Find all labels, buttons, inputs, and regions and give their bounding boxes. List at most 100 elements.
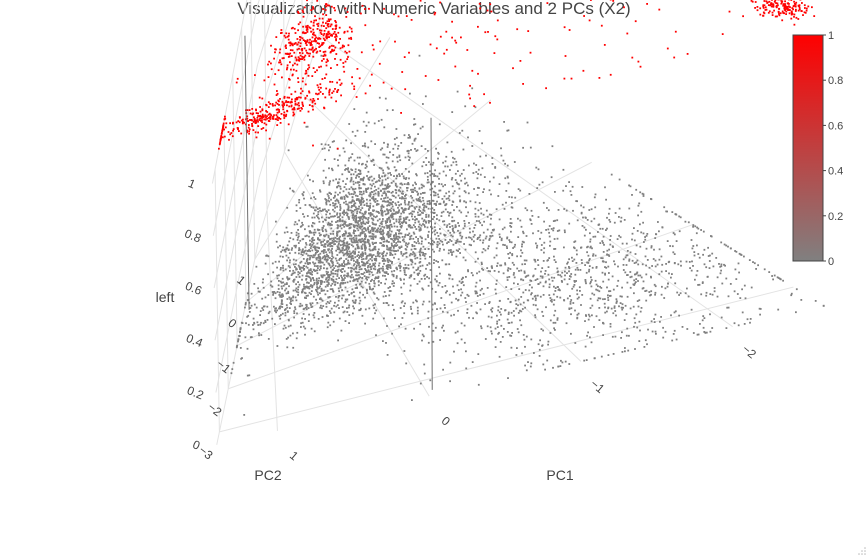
data-point: [308, 48, 311, 51]
data-point: [378, 255, 381, 258]
data-point: [304, 235, 307, 238]
data-point: [342, 245, 345, 248]
data-point: [332, 45, 335, 47]
data-point: [480, 325, 482, 328]
data-point: [358, 277, 360, 280]
data-point: [559, 296, 562, 299]
data-point: [297, 288, 299, 291]
data-point: [467, 269, 469, 271]
data-point: [355, 234, 358, 237]
data-point: [273, 57, 275, 60]
data-point: [514, 243, 516, 246]
data-point: [629, 185, 632, 188]
data-point: [522, 291, 525, 294]
data-point: [320, 54, 323, 57]
data-point: [307, 275, 310, 278]
data-point: [298, 201, 300, 204]
data-point: [337, 296, 340, 299]
data-point: [413, 187, 416, 189]
data-point: [610, 307, 613, 310]
data-point: [318, 229, 321, 231]
data-point: [301, 49, 304, 52]
data-point: [445, 291, 447, 294]
data-point: [321, 307, 323, 310]
data-point: [427, 310, 430, 313]
data-point: [628, 184, 630, 187]
data-point: [382, 218, 384, 220]
data-point: [341, 297, 343, 300]
data-point: [280, 32, 282, 34]
data-point: [610, 173, 613, 176]
data-point: [361, 193, 363, 196]
data-point: [460, 282, 463, 284]
data-point: [311, 273, 313, 276]
data-point: [395, 245, 397, 247]
data-point: [738, 252, 741, 255]
data-point: [633, 239, 636, 242]
data-point: [507, 377, 509, 379]
data-point: [280, 294, 283, 297]
data-point: [332, 278, 335, 281]
data-point: [309, 302, 312, 305]
data-point: [349, 255, 352, 258]
data-point: [321, 289, 323, 292]
data-point: [343, 197, 346, 199]
data-point: [236, 127, 239, 129]
data-point: [357, 181, 359, 184]
data-point: [460, 211, 463, 214]
data-point: [587, 254, 590, 257]
data-point: [399, 225, 402, 228]
data-point: [671, 211, 674, 213]
data-point: [336, 270, 339, 273]
data-point: [544, 368, 546, 371]
data-point: [613, 305, 616, 308]
data-point: [708, 267, 711, 269]
data-point: [727, 245, 729, 248]
data-point: [573, 246, 575, 249]
data-point: [295, 290, 298, 293]
data-point: [398, 229, 401, 231]
data-point: [295, 259, 298, 262]
data-point: [757, 264, 759, 267]
floor-gridline-pc2: [219, 286, 794, 433]
data-point: [322, 169, 325, 172]
data-point: [414, 254, 417, 257]
data-point: [380, 242, 383, 245]
data-point: [432, 161, 435, 164]
data-point: [537, 216, 540, 218]
data-point: [276, 266, 278, 269]
data-point: [376, 297, 378, 299]
data-point: [306, 51, 308, 54]
data-point: [301, 52, 304, 55]
data-point: [342, 281, 344, 284]
data-point: [353, 85, 356, 88]
data-point: [506, 237, 508, 240]
data-point: [549, 240, 552, 243]
data-point: [313, 239, 316, 241]
data-point: [431, 243, 434, 246]
data-point: [370, 73, 373, 76]
data-point: [309, 247, 312, 249]
data-point: [348, 255, 350, 258]
data-point: [389, 221, 391, 223]
data-point: [624, 347, 626, 349]
data-point: [589, 246, 592, 249]
data-point: [671, 273, 673, 275]
data-point: [319, 31, 322, 34]
data-point: [378, 252, 381, 255]
data-point: [310, 306, 313, 308]
data-point: [316, 272, 319, 275]
data-point: [506, 276, 509, 279]
data-point: [400, 286, 403, 289]
data-point: [324, 255, 327, 258]
data-point: [434, 185, 436, 188]
data-point: [580, 246, 583, 249]
data-point: [631, 238, 633, 241]
data-point: [427, 221, 430, 224]
data-point: [389, 233, 392, 236]
data-point: [336, 234, 338, 237]
data-point: [442, 324, 444, 327]
data-point: [418, 272, 421, 275]
data-point: [467, 270, 469, 273]
data-point: [304, 42, 307, 45]
